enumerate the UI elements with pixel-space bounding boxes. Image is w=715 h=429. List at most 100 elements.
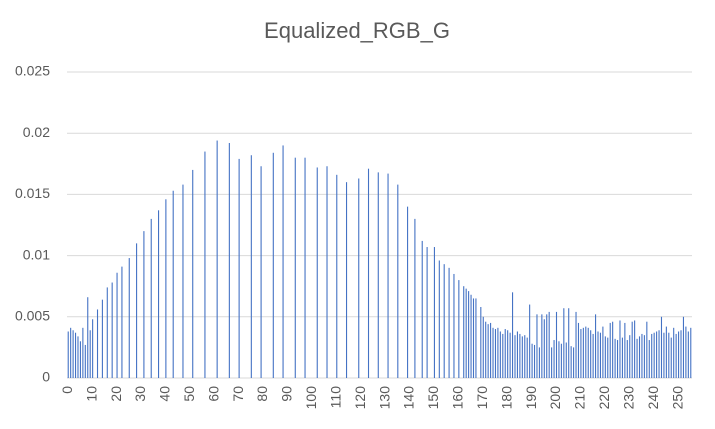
- bar: [136, 243, 138, 378]
- y-tick-label: 0.005: [15, 308, 50, 324]
- x-tick-label: 180: [498, 386, 514, 410]
- y-tick-label: 0.015: [15, 185, 50, 201]
- bar: [597, 331, 599, 378]
- bar: [433, 247, 435, 378]
- bar: [79, 341, 81, 378]
- bar: [377, 172, 379, 378]
- bar: [573, 347, 575, 378]
- bar: [238, 158, 240, 378]
- bar: [465, 288, 467, 378]
- bar: [604, 336, 606, 378]
- x-tick-label: 10: [83, 386, 99, 402]
- bar: [577, 322, 580, 378]
- bar: [612, 321, 614, 378]
- bar: [228, 142, 230, 378]
- x-tick-label: 250: [669, 386, 685, 410]
- bar: [345, 182, 348, 378]
- bar: [482, 316, 484, 378]
- bar: [282, 145, 284, 378]
- bar: [326, 166, 328, 378]
- bar: [629, 335, 631, 378]
- bar: [260, 166, 262, 378]
- bar: [568, 308, 570, 378]
- bar: [668, 332, 670, 378]
- bar: [77, 336, 79, 378]
- bar: [619, 320, 621, 378]
- bar: [216, 140, 218, 378]
- x-tick-label: 70: [230, 386, 246, 402]
- bar: [592, 333, 594, 378]
- bar: [563, 308, 565, 378]
- bar: [565, 342, 567, 378]
- x-tick-label: 230: [620, 386, 636, 410]
- bar: [192, 169, 194, 378]
- bar: [472, 298, 475, 378]
- bar: [673, 327, 675, 378]
- bar: [675, 333, 677, 378]
- bar: [421, 240, 423, 378]
- bar: [67, 331, 69, 378]
- bar: [524, 335, 526, 378]
- bar: [526, 337, 528, 378]
- bar: [407, 206, 409, 378]
- bar: [74, 332, 77, 378]
- bar: [89, 330, 91, 378]
- bar: [519, 333, 521, 378]
- x-tick-label: 90: [279, 386, 295, 402]
- x-tick-label: 140: [401, 386, 417, 410]
- x-tick-label: 80: [254, 386, 270, 402]
- bar: [336, 174, 338, 378]
- bar: [84, 344, 86, 378]
- x-tick-label: 0: [59, 386, 75, 394]
- bar: [487, 324, 489, 378]
- y-tick-label: 0.02: [23, 124, 50, 140]
- bar: [516, 331, 518, 378]
- bar: [678, 331, 680, 378]
- bar: [626, 340, 628, 378]
- bar: [438, 260, 440, 378]
- bar: [509, 332, 511, 378]
- bar: [634, 320, 636, 378]
- bar: [660, 316, 663, 378]
- bar: [663, 332, 665, 378]
- bar: [512, 292, 514, 378]
- bar: [646, 321, 648, 378]
- bar: [638, 336, 641, 378]
- bar: [463, 286, 465, 378]
- bar: [504, 329, 506, 378]
- bar: [546, 314, 548, 378]
- x-tick-label: 200: [547, 386, 563, 410]
- y-tick-label: 0.01: [23, 246, 50, 262]
- bar: [599, 332, 601, 378]
- x-tick-label: 130: [376, 386, 392, 410]
- y-tick-label: 0.025: [15, 63, 50, 79]
- bar: [514, 335, 516, 378]
- y-tick-label: 0: [42, 369, 50, 385]
- bar: [475, 298, 477, 378]
- x-tick-label: 170: [474, 386, 490, 410]
- bar: [585, 326, 587, 378]
- bar: [294, 157, 296, 378]
- bar: [551, 347, 553, 378]
- bar: [492, 327, 494, 378]
- bar: [616, 340, 619, 378]
- bar: [92, 319, 94, 378]
- bar: [553, 340, 555, 378]
- bar: [272, 152, 274, 378]
- bar: [316, 167, 318, 378]
- bar: [575, 311, 577, 378]
- bar: [304, 157, 306, 378]
- bar: [609, 322, 611, 378]
- bar: [631, 321, 633, 378]
- bar: [548, 311, 550, 378]
- bar: [636, 338, 638, 378]
- bar: [690, 327, 692, 378]
- bar: [426, 247, 428, 378]
- bar: [470, 294, 472, 378]
- x-tick-label: 30: [132, 386, 148, 402]
- bar: [587, 327, 589, 378]
- bar: [387, 173, 389, 378]
- bar: [182, 184, 184, 378]
- bar: [580, 329, 582, 378]
